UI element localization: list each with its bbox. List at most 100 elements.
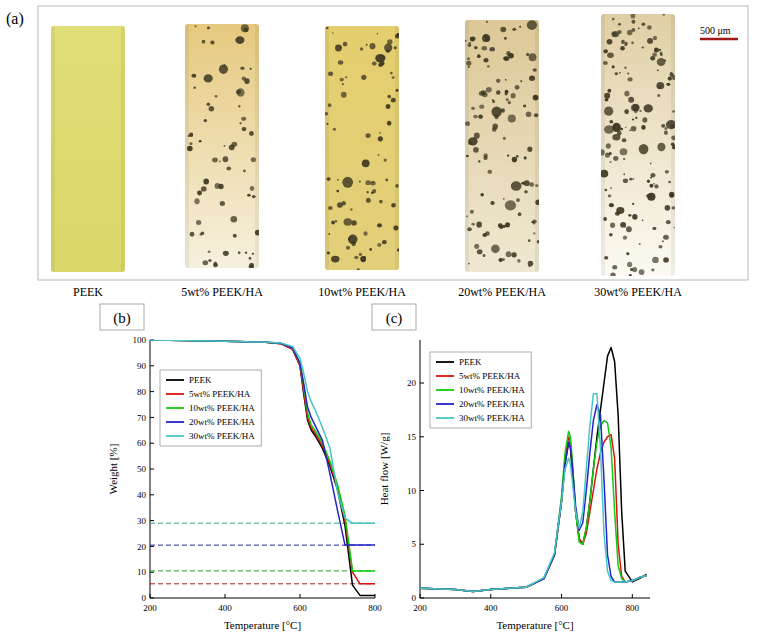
pore (502, 258, 505, 261)
pore (639, 269, 645, 275)
pore (487, 65, 490, 67)
texture-line (57, 26, 58, 272)
pore (480, 193, 484, 197)
pore (387, 39, 392, 44)
pore (650, 173, 655, 177)
pore (623, 158, 626, 160)
pore (387, 121, 392, 126)
sample-label: PEEK (73, 285, 103, 299)
pore (219, 64, 228, 74)
pore (496, 90, 500, 95)
y-tick-label: 100 (133, 335, 147, 345)
legend-swatch (166, 421, 184, 423)
texture-line (75, 26, 76, 272)
pore (506, 51, 511, 56)
texture-line (73, 26, 74, 272)
legend-swatch (436, 375, 454, 377)
pore (478, 160, 480, 162)
pore (468, 263, 470, 265)
legend-label: 20wt% PEEK/HA (189, 417, 255, 427)
pore (609, 120, 613, 124)
pore (641, 23, 645, 26)
texture-line (113, 26, 114, 272)
pore (370, 43, 376, 49)
pore (204, 119, 207, 122)
legend-swatch (166, 379, 184, 381)
pore (641, 46, 644, 48)
pore (204, 74, 213, 82)
y-axis-title: Heat flow [W/g] (378, 433, 390, 506)
pore (361, 259, 363, 261)
pore (335, 220, 337, 223)
pore (498, 223, 503, 228)
pore (219, 161, 221, 163)
texture-line (63, 26, 64, 272)
pore (627, 72, 629, 74)
texture-line (67, 26, 68, 272)
pore (657, 94, 660, 97)
pore (207, 102, 210, 106)
pore (328, 103, 332, 107)
pore (506, 251, 512, 257)
pore (340, 46, 342, 48)
pore (628, 97, 634, 103)
pore (604, 93, 610, 99)
y-tick (420, 544, 424, 545)
pore (395, 184, 398, 188)
pore (350, 208, 352, 210)
pore (626, 252, 629, 255)
pore (325, 112, 328, 116)
pore (526, 53, 529, 56)
pore (652, 52, 657, 56)
pore (505, 222, 510, 227)
pore (233, 234, 237, 238)
pore (188, 135, 190, 137)
pore (196, 220, 201, 225)
legend-label: 10wt% PEEK/HA (459, 385, 525, 395)
pore (474, 244, 479, 249)
pore (531, 221, 534, 224)
pore (511, 93, 516, 98)
pore (482, 92, 488, 97)
pore (604, 106, 613, 115)
pore (202, 40, 206, 44)
panel-a-frame (38, 6, 748, 280)
pore (517, 259, 521, 263)
pore (534, 113, 538, 117)
pore (632, 214, 637, 220)
pore (366, 44, 368, 46)
pore (647, 25, 652, 29)
pore (490, 201, 494, 205)
pore (505, 200, 516, 210)
pore (195, 25, 197, 27)
pore (340, 78, 344, 82)
pore (351, 241, 355, 246)
pore (392, 76, 395, 79)
pore (242, 127, 247, 131)
legend-label: 30wt% PEEK/HA (459, 413, 525, 423)
legend-label: 20wt% PEEK/HA (459, 399, 525, 409)
pore (523, 105, 526, 108)
pore (337, 179, 339, 181)
pore (478, 115, 483, 119)
pore (250, 68, 252, 70)
x-tick-label: 200 (143, 603, 157, 613)
texture-line (107, 26, 108, 272)
pore (511, 252, 516, 257)
pore (386, 104, 391, 109)
pore (507, 154, 509, 156)
texture-line (81, 26, 82, 272)
pore (338, 60, 343, 64)
pore (485, 231, 490, 236)
pore (359, 181, 361, 183)
pore (468, 66, 470, 68)
y-tick-label: 60 (137, 438, 147, 448)
pore (512, 157, 517, 163)
pore (479, 104, 484, 108)
pore (604, 125, 614, 133)
pore (359, 253, 362, 256)
x-axis-title: Temperature [°C] (224, 619, 301, 631)
pore (644, 104, 653, 112)
pore (247, 194, 250, 197)
pore (484, 153, 488, 157)
